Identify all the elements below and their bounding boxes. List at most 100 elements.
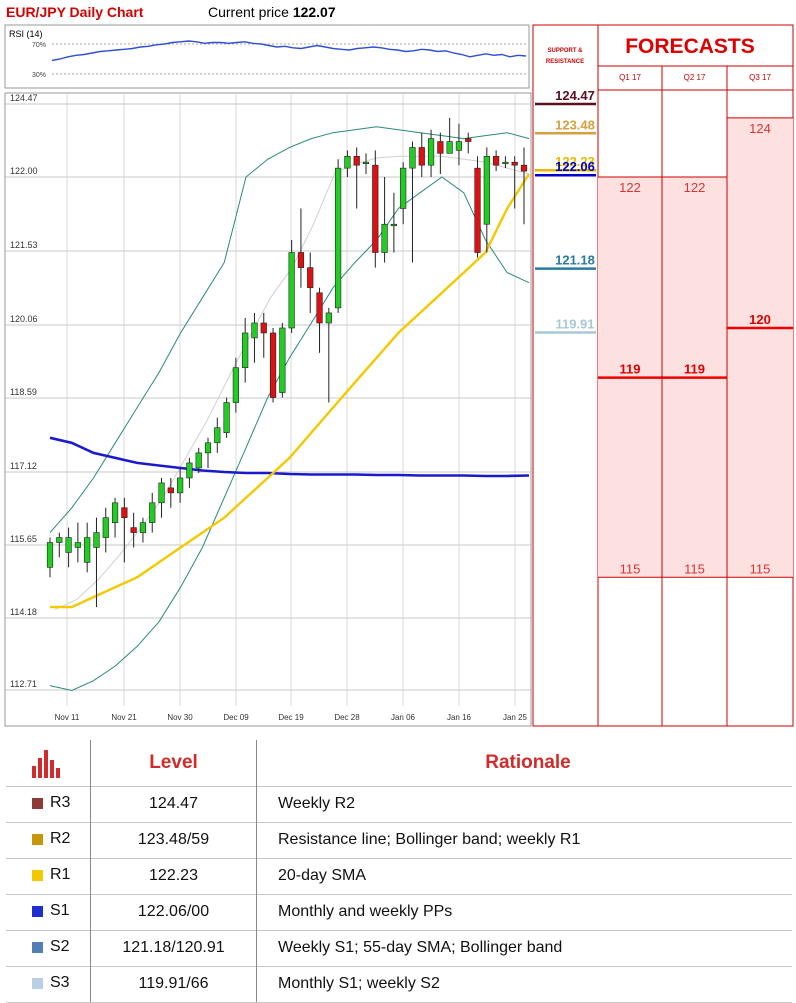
sr-column <box>532 24 599 727</box>
candle-body <box>372 164 379 253</box>
sr-level-label: 124.47 <box>555 88 595 103</box>
candle-body <box>186 462 193 479</box>
candle-body <box>409 147 416 169</box>
level-value: 121.18/120.91 <box>91 930 257 966</box>
candle-body <box>325 312 332 324</box>
table-row: R3 124.47 Weekly R2 <box>6 786 792 823</box>
candle-body <box>511 161 518 166</box>
level-rationale: 20-day SMA <box>278 867 367 884</box>
x-tick-label: Dec 19 <box>278 713 304 722</box>
candle-body <box>465 138 472 142</box>
candle-body <box>242 332 249 369</box>
candle-body <box>381 223 388 253</box>
rsi-level-label: 30% <box>32 72 46 79</box>
candle-body <box>214 427 221 444</box>
candle-body <box>446 141 453 154</box>
sr-header-line1: SUPPORT & <box>547 48 583 54</box>
current-price: Current price 122.07 <box>208 4 336 20</box>
col-level-header: Level <box>91 740 257 786</box>
level-code: S1 <box>50 902 70 919</box>
candle-body <box>46 542 54 568</box>
candle-body <box>400 167 407 209</box>
table-header: Level Rationale <box>6 740 792 787</box>
sma55-line <box>49 436 530 478</box>
level-color-swatch <box>32 834 43 845</box>
candle-body <box>427 138 435 166</box>
candle-body <box>223 402 230 434</box>
x-tick-label: Dec 09 <box>223 713 249 722</box>
x-tick-label: Jan 16 <box>447 713 472 722</box>
candle-body <box>335 167 342 309</box>
candle-body <box>316 292 323 324</box>
candle-body <box>84 537 91 563</box>
col-rationale-header: Rationale <box>485 752 571 773</box>
level-rationale: Monthly and weekly PPs <box>278 903 453 920</box>
table-row: S3 119.91/66 Monthly S1; weekly S2 <box>6 966 792 1003</box>
chart-area: RSI (14) 70% 30% 124.47 122.00 121.53 120.06 11… <box>4 24 794 727</box>
candle-body <box>260 322 267 334</box>
sma20-line <box>50 173 531 609</box>
candle-body <box>362 161 370 165</box>
candle-body <box>56 537 63 543</box>
y-tick-label: 118.59 <box>10 387 37 397</box>
current-price-label: Current price <box>208 4 289 20</box>
candle-body <box>65 537 72 553</box>
sr-level-label: 121.18 <box>555 253 595 268</box>
x-tick-label: Nov 21 <box>111 713 137 722</box>
candle-body <box>437 141 444 154</box>
sr-header-line2: RESISTANCE <box>546 59 584 65</box>
level-value: 124.47 <box>91 786 257 822</box>
level-rationale: Resistance line; Bollinger band; weekly … <box>278 831 581 848</box>
candle-body <box>93 532 100 548</box>
level-code-cell: S2 <box>6 930 91 966</box>
rsi-level-label: 70% <box>32 42 46 49</box>
sr-level-label: 123.48 <box>555 117 595 132</box>
sr-level-label: 122.06 <box>555 159 595 174</box>
candle-body <box>307 267 314 289</box>
x-tick-label: Jan 25 <box>503 713 528 722</box>
candle-body <box>167 487 174 494</box>
forecast-column-label: Q2 17 <box>684 73 706 82</box>
level-code: R2 <box>50 830 71 847</box>
level-code-cell: R3 <box>6 786 91 822</box>
forecast-low-label: 115 <box>750 561 771 576</box>
x-tick-label: Nov 30 <box>167 713 193 722</box>
sr-level-label: 122.23 <box>555 154 595 169</box>
candle-body <box>269 332 277 398</box>
forecast-low-label: 115 <box>684 561 705 576</box>
level-value: 122.23 <box>91 858 257 894</box>
level-value: 123.48/59 <box>91 822 257 858</box>
candle-body <box>418 147 425 166</box>
table-row: R1 122.23 20-day SMA <box>6 858 792 895</box>
x-tick-label: Nov 11 <box>55 713 80 722</box>
forecast-high-label: 122 <box>684 180 706 195</box>
candle-body <box>353 156 360 166</box>
level-code-cell: S1 <box>6 894 91 930</box>
forecast-high-label: 122 <box>619 180 641 195</box>
candle-body <box>204 442 212 454</box>
forecast-high-label: 124 <box>749 121 771 136</box>
y-tick-label: 112.71 <box>10 679 37 689</box>
candle-body <box>344 156 351 169</box>
x-tick-label: Dec 28 <box>334 713 360 722</box>
level-rationale: Weekly S1; 55-day SMA; Bollinger band <box>278 939 563 956</box>
candle-body <box>297 252 305 268</box>
y-tick-label: 114.18 <box>10 607 37 617</box>
level-code: R3 <box>50 794 71 811</box>
candle-body <box>251 322 258 339</box>
candle-body <box>177 477 184 494</box>
level-code-cell: R1 <box>6 858 91 894</box>
level-value: 119.91/66 <box>91 966 257 1002</box>
candle-body <box>279 327 286 393</box>
table-row: S1 122.06/00 Monthly and weekly PPs <box>6 894 792 931</box>
level-color-swatch <box>32 942 43 953</box>
forecast-column-label: Q3 17 <box>749 73 771 82</box>
table-row: R2 123.48/59 Resistance line; Bollinger ba… <box>6 822 792 859</box>
forecast-mid-label: 120 <box>749 312 771 327</box>
level-color-swatch <box>32 978 43 989</box>
level-color-swatch <box>32 906 43 917</box>
candle-body <box>483 156 490 225</box>
candle-body <box>520 164 528 172</box>
candle-body <box>149 502 156 523</box>
candle-body <box>121 507 128 518</box>
